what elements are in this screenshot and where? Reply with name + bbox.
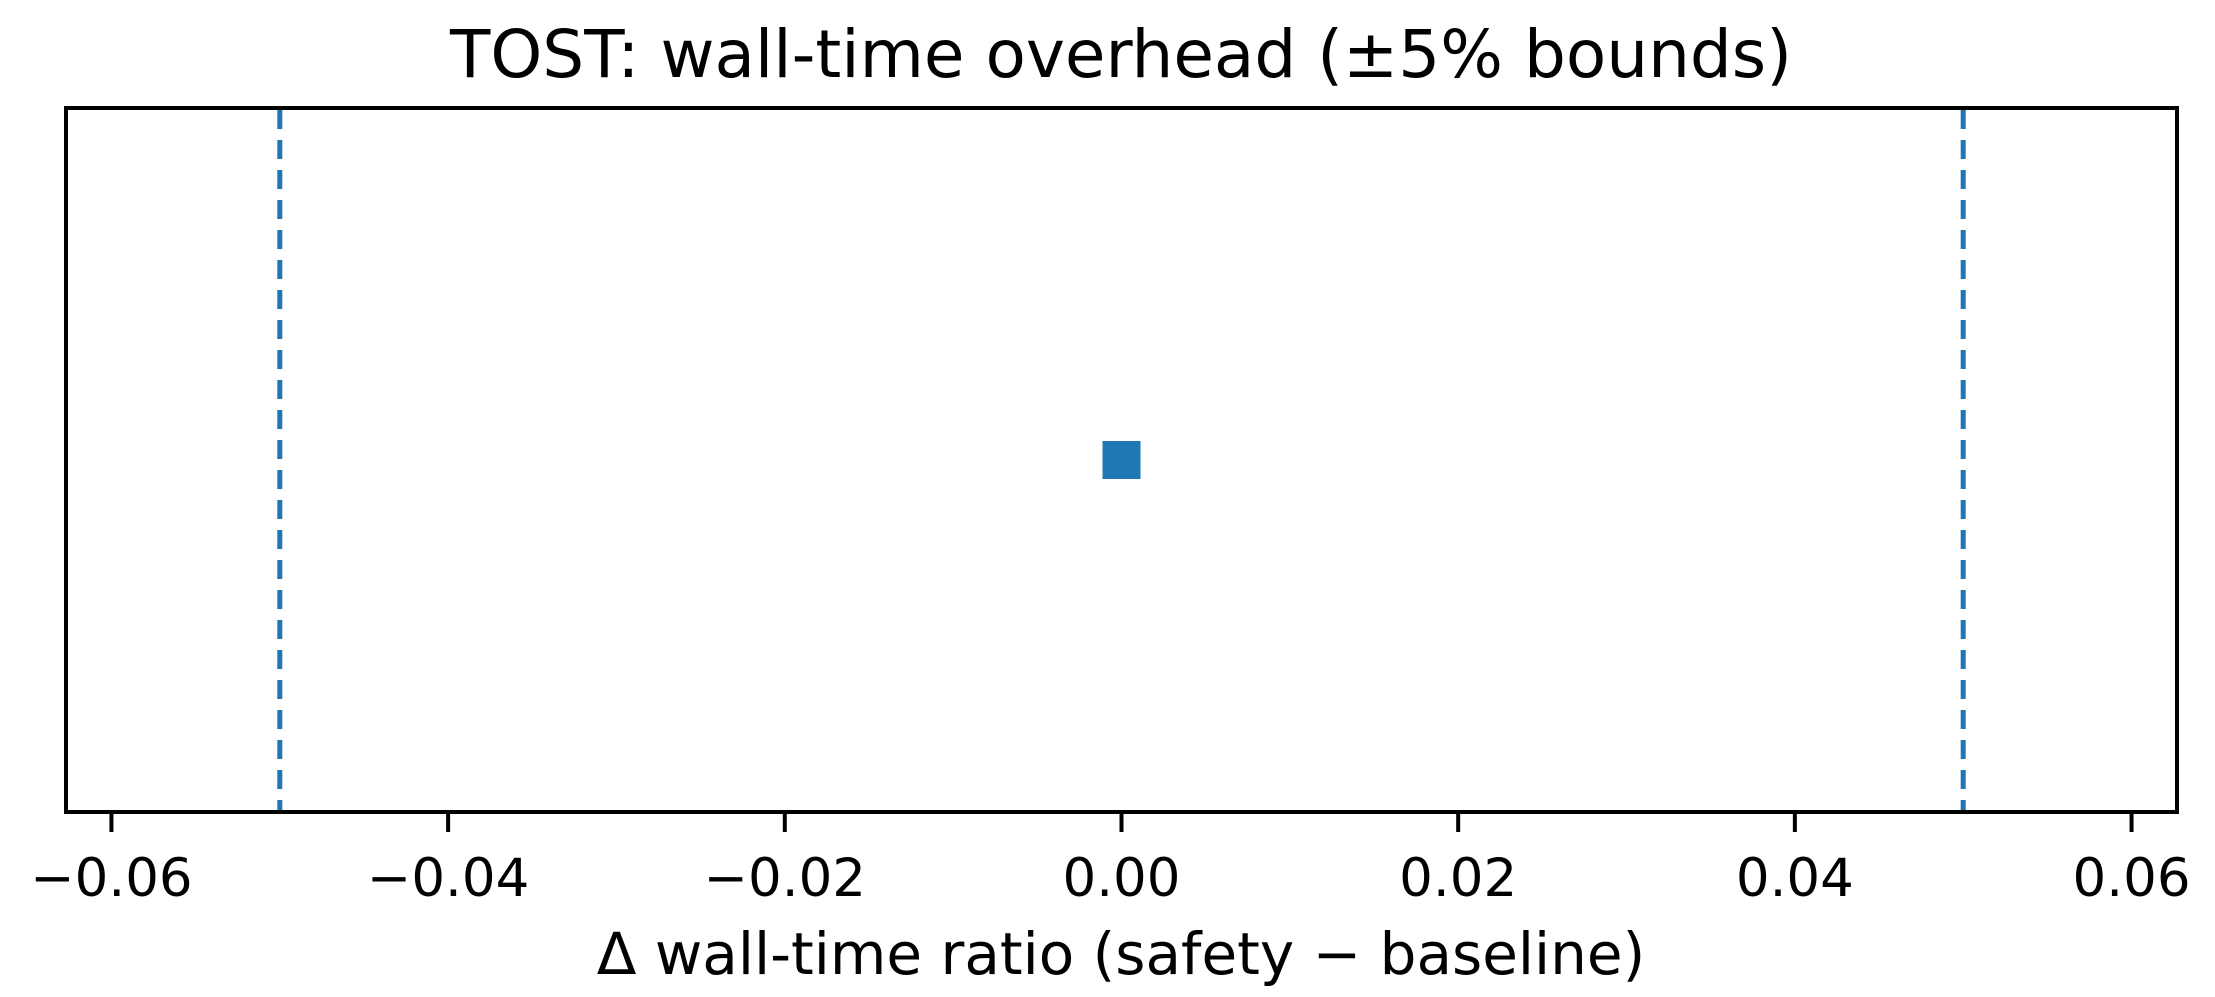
x-tick-label: −0.04 bbox=[367, 848, 529, 909]
x-tick-label: 0.00 bbox=[1062, 848, 1180, 909]
x-tick-label: 0.06 bbox=[2073, 848, 2191, 909]
x-tick-label: 0.04 bbox=[1736, 848, 1854, 909]
chart-title: TOST: wall-time overhead (±5% bounds) bbox=[449, 16, 1792, 93]
x-tick-label: −0.06 bbox=[30, 848, 192, 909]
x-axis-label: Δ wall-time ratio (safety − baseline) bbox=[597, 920, 1645, 988]
data-point-marker bbox=[1102, 441, 1141, 479]
equivalence-bounds-layer bbox=[277, 110, 1966, 810]
x-tick-label: 0.02 bbox=[1399, 848, 1517, 909]
data-points-layer bbox=[1102, 441, 1141, 479]
x-tick-label: −0.02 bbox=[704, 848, 866, 909]
x-axis-ticks-layer: −0.06 −0.04 −0.02 0.00 0.02 0.04 0.06 bbox=[30, 812, 2191, 909]
